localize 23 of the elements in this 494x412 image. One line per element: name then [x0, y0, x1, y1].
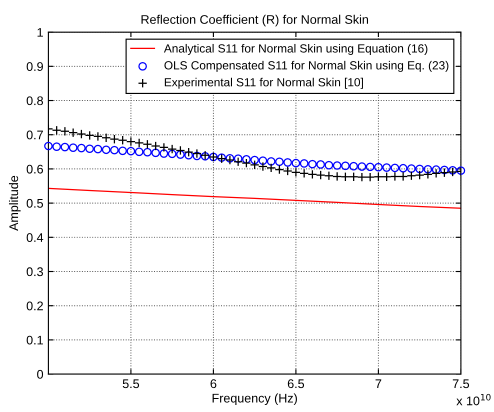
y-tick-label: 0.3	[26, 267, 44, 276]
y-tick-label: 0.1	[26, 336, 43, 345]
y-tick-label: 1	[38, 28, 43, 37]
text: x 10$^{10}$	[456, 394, 491, 406]
x-tick-label: 6.5	[288, 379, 304, 388]
x-tick-label: 6	[210, 379, 216, 388]
y-tick-label: 0.2	[26, 302, 43, 310]
y-tick-label: 0.9	[26, 62, 43, 71]
x-tick-label: 7	[376, 379, 382, 388]
x-tick-label: 7.5	[452, 379, 470, 388]
y-tick-label: 0.8	[26, 96, 44, 106]
legend-label: Experimental S11 for Normal Skin [10]	[164, 78, 363, 89]
y-tick-label: 0	[37, 370, 44, 379]
x-tick-label: 5.5	[122, 379, 140, 388]
y-tick-label: 0.7	[26, 130, 43, 140]
y-axis-title: Amplitude	[8, 176, 21, 231]
legend-label: OLS Compensated S11 for Normal Skin using Eq. (23)	[164, 60, 448, 72]
chart-title: Reflection Coefficient (R) for Normal Skin	[142, 14, 368, 26]
legend-label: Analytical S11 for Normal Skin using Equation (16)	[164, 44, 428, 55]
y-tick-label: 0.4	[26, 233, 44, 242]
y-tick-label: 0.6	[26, 164, 44, 174]
y-tick-label: 0.5	[26, 198, 44, 208]
x-axis-title: Frequency (Hz)	[212, 393, 297, 406]
